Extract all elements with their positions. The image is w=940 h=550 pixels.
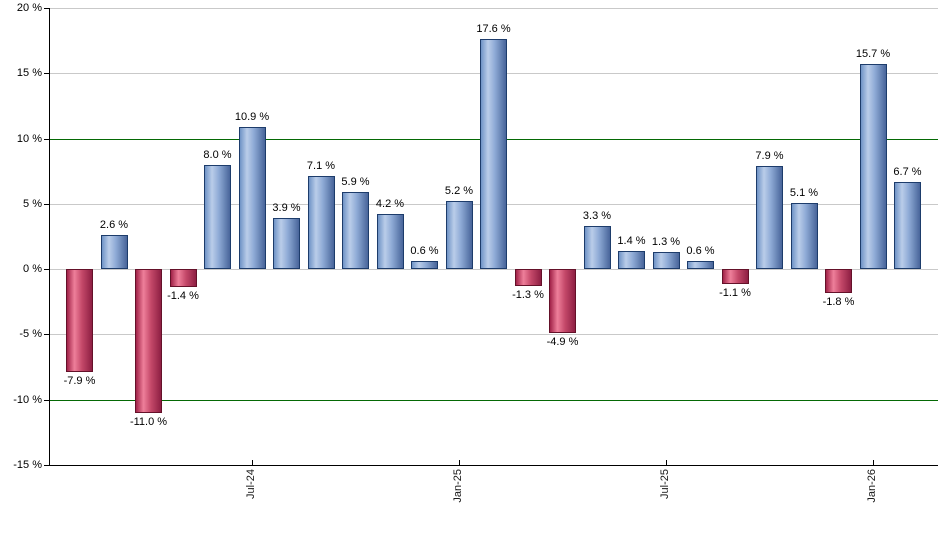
y-tick-label: 10 % <box>16 132 42 145</box>
x-axis-tick <box>252 460 253 465</box>
y-axis-tick <box>44 269 49 271</box>
x-axis-tick <box>459 460 460 465</box>
bar <box>204 164 231 270</box>
bar <box>273 218 300 270</box>
bar <box>514 269 542 287</box>
bar <box>169 269 197 288</box>
bar-value-label: -7.9 % <box>63 375 96 388</box>
bar-value-label: 0.6 % <box>686 245 715 258</box>
bar-value-label: -4.9 % <box>546 336 579 349</box>
grid-line <box>49 334 938 336</box>
bar-value-label: 5.1 % <box>789 186 819 199</box>
bar <box>549 269 576 334</box>
y-axis-tick <box>44 334 49 336</box>
bar-value-label: 17.6 % <box>476 23 511 36</box>
bar-value-label: -1.1 % <box>719 286 751 299</box>
x-tick-label: Jan-25 <box>452 469 464 503</box>
bar <box>376 214 404 270</box>
bar <box>618 250 645 270</box>
y-axis-tick <box>44 73 49 75</box>
x-axis <box>49 465 938 466</box>
bar <box>411 261 438 270</box>
x-tick-label: Jul-25 <box>659 469 671 499</box>
reference-line <box>49 399 938 401</box>
bar-value-label: 15.7 % <box>855 48 891 61</box>
y-axis-tick <box>44 203 49 205</box>
bar-value-label: 5.2 % <box>444 185 474 198</box>
bar-value-label: -1.4 % <box>167 290 199 303</box>
bar <box>721 269 749 284</box>
bar <box>894 181 921 270</box>
bar-value-label: 8.0 % <box>203 148 232 161</box>
bar-value-label: 1.3 % <box>651 236 681 249</box>
bar <box>756 165 783 270</box>
bar <box>66 269 93 373</box>
bar-value-label: -1.8 % <box>822 295 855 308</box>
grid-line <box>49 8 938 9</box>
bar-value-label: 0.6 % <box>410 245 439 258</box>
bar <box>652 252 680 270</box>
bar-value-label: 7.9 % <box>755 149 784 162</box>
bar <box>790 202 818 270</box>
y-tick-label: 0 % <box>23 263 42 276</box>
bar-value-label: 2.6 % <box>99 219 129 232</box>
bar <box>825 269 852 293</box>
y-axis <box>49 8 50 466</box>
bar-value-label: 3.3 % <box>582 210 612 223</box>
grid-line <box>49 269 938 271</box>
x-tick-label: Jul-24 <box>245 469 257 499</box>
bar <box>100 235 128 270</box>
bar <box>583 226 611 270</box>
y-tick-label: -10 % <box>13 393 42 406</box>
y-axis-tick <box>44 465 49 466</box>
y-axis-tick <box>44 8 49 9</box>
bar <box>135 269 162 413</box>
bar <box>445 201 473 270</box>
y-axis-tick <box>44 399 49 401</box>
bar <box>859 64 887 270</box>
y-tick-label: 5 % <box>23 197 42 210</box>
bar-value-label: 10.9 % <box>234 110 270 123</box>
bar <box>342 192 369 270</box>
bar-value-label: 1.4 % <box>617 234 646 247</box>
bar <box>238 126 266 270</box>
x-axis-tick <box>666 460 667 465</box>
y-tick-label: -5 % <box>19 328 42 341</box>
y-tick-label: 15 % <box>16 67 42 80</box>
x-tick-label: Jan-26 <box>866 469 878 503</box>
bar <box>480 39 507 270</box>
bar-value-label: 5.9 % <box>341 176 370 189</box>
y-tick-label: -15 % <box>13 459 42 471</box>
bar-value-label: 4.2 % <box>375 198 405 211</box>
y-tick-label: 20 % <box>16 2 42 14</box>
bar-value-label: 3.9 % <box>272 202 301 215</box>
bar <box>687 261 714 270</box>
bar <box>307 176 335 270</box>
y-axis-tick <box>44 138 49 140</box>
bar-value-label: -1.3 % <box>512 289 544 302</box>
x-axis-tick <box>873 460 874 465</box>
bar-value-label: -11.0 % <box>129 415 168 428</box>
bar-value-label: 6.7 % <box>893 165 922 178</box>
bar-value-label: 7.1 % <box>306 160 336 173</box>
